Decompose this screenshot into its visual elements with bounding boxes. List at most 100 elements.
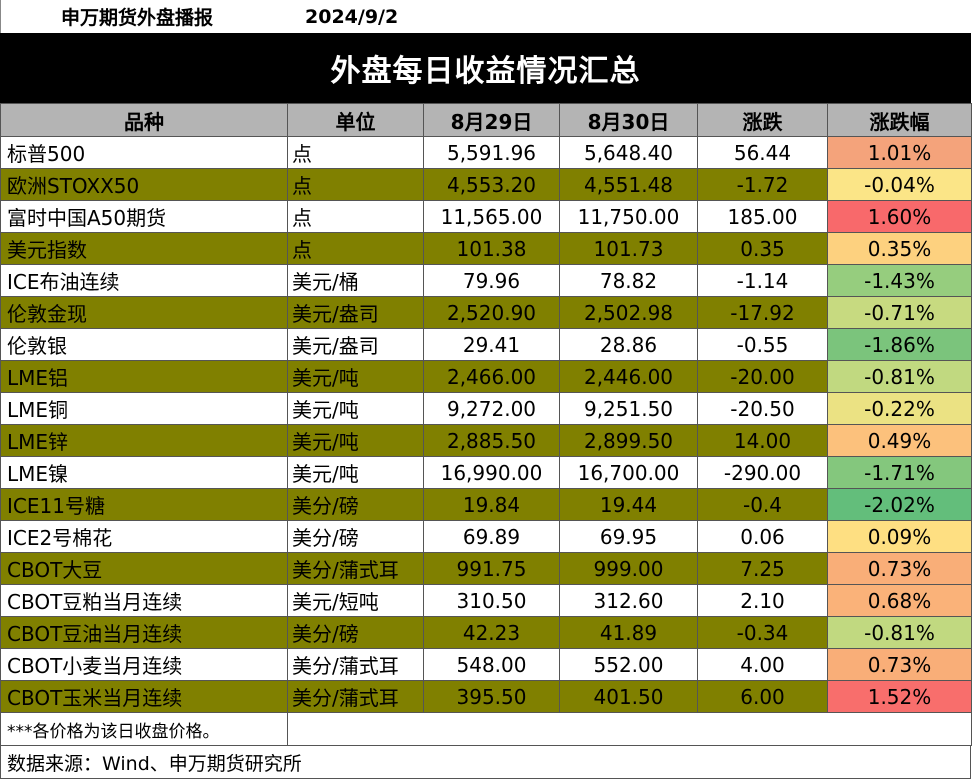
unit-cell: 点 — [287, 200, 424, 233]
table-row: CBOT豆油当月连续 美分/磅 42.23 41.89 -0.34 -0.81% — [0, 616, 972, 649]
price-aug30: 9,251.50 — [559, 392, 698, 425]
price-aug29: 101.38 — [423, 232, 560, 265]
price-aug30: 2,502.98 — [559, 296, 698, 329]
unit-cell: 美元/吨 — [287, 392, 424, 425]
pct-change-cell: 1.01% — [827, 136, 972, 169]
price-aug29: 2,885.50 — [423, 424, 560, 457]
pct-change-cell: -1.71% — [827, 456, 972, 489]
instrument-name: CBOT玉米当月连续 — [0, 680, 288, 713]
unit-cell: 美元/吨 — [287, 360, 424, 393]
instrument-name: LME锌 — [0, 424, 288, 457]
price-aug29: 29.41 — [423, 328, 560, 361]
data-source: 数据来源：Wind、申万期货研究所 — [0, 746, 971, 779]
unit-cell: 点 — [287, 136, 424, 169]
pct-change-cell: -0.81% — [827, 616, 972, 649]
instrument-name: ICE布油连续 — [0, 264, 288, 297]
price-aug30: 312.60 — [559, 584, 698, 617]
instrument-name: 美元指数 — [0, 232, 288, 265]
change-cell: -20.50 — [697, 392, 828, 425]
price-aug29: 42.23 — [423, 616, 560, 649]
pct-change-cell: 0.49% — [827, 424, 972, 457]
report-header: 申万期货外盘播报 2024/9/2 — [0, 0, 971, 33]
price-aug30: 552.00 — [559, 648, 698, 681]
table-row: ICE11号糖 美分/磅 19.84 19.44 -0.4 -2.02% — [0, 488, 972, 521]
price-aug29: 69.89 — [423, 520, 560, 553]
pct-change-cell: 0.09% — [827, 520, 972, 553]
table-row: 美元指数点 101.38 101.73 0.35 0.35% — [0, 232, 972, 265]
price-aug30: 11,750.00 — [559, 200, 698, 233]
pct-change-cell: 1.60% — [827, 200, 972, 233]
unit-cell: 美元/盎司 — [287, 328, 424, 361]
table-row: CBOT玉米当月连续 美分/蒲式耳 395.50 401.50 6.00 1.52% — [0, 680, 972, 713]
price-aug29: 2,520.90 — [423, 296, 560, 329]
change-cell: 185.00 — [697, 200, 828, 233]
change-cell: 56.44 — [697, 136, 828, 169]
pct-change-cell: -0.04% — [827, 168, 972, 201]
price-aug29: 9,272.00 — [423, 392, 560, 425]
unit-cell: 美分/蒲式耳 — [287, 680, 424, 713]
price-aug29: 548.00 — [423, 648, 560, 681]
table-row: LME镍 美元/吨 16,990.00 16,700.00 -290.00 -1.71% — [0, 456, 972, 489]
pct-change-cell: -0.71% — [827, 296, 972, 329]
unit-cell: 美分/磅 — [287, 520, 424, 553]
unit-cell: 美分/蒲式耳 — [287, 552, 424, 585]
price-aug30: 2,899.50 — [559, 424, 698, 457]
price-aug30: 19.44 — [559, 488, 698, 521]
pct-change-cell: -1.43% — [827, 264, 972, 297]
price-aug30: 101.73 — [559, 232, 698, 265]
change-cell: -0.55 — [697, 328, 828, 361]
change-cell: 0.35 — [697, 232, 828, 265]
change-cell: -20.00 — [697, 360, 828, 393]
unit-cell: 美分/磅 — [287, 616, 424, 649]
instrument-name: ICE11号糖 — [0, 488, 288, 521]
table-row: 欧洲STOXX50 点 4,553.20 4,551.48 -1.72 -0.04% — [0, 168, 972, 201]
instrument-name: CBOT小麦当月连续 — [0, 648, 288, 681]
col-header-date1: 8月29日 — [423, 103, 560, 137]
table-row: 标普500 点 5,591.96 5,648.40 56.44 1.01% — [0, 136, 972, 169]
instrument-name: LME铝 — [0, 360, 288, 393]
price-aug30: 28.86 — [559, 328, 698, 361]
report-date: 2024/9/2 — [305, 5, 399, 28]
change-cell: -0.4 — [697, 488, 828, 521]
price-aug29: 2,466.00 — [423, 360, 560, 393]
col-header-pct: 涨跌幅 — [827, 103, 972, 137]
change-cell: 0.06 — [697, 520, 828, 553]
instrument-name: 伦敦金现 — [0, 296, 288, 329]
unit-cell: 点 — [287, 232, 424, 265]
instrument-name: 富时中国A50期货 — [0, 200, 288, 233]
pct-change-cell: -2.02% — [827, 488, 972, 521]
table-row: CBOT豆粕当月连续 美元/短吨 310.50 312.60 2.10 0.68% — [0, 584, 972, 617]
table-row: LME铝 美元/吨 2,466.00 2,446.00 -20.00 -0.81% — [0, 360, 972, 393]
change-cell: -17.92 — [697, 296, 828, 329]
table-row: 富时中国A50期货点 11,565.00 11,750.00 185.00 1.60% — [0, 200, 972, 233]
pct-change-cell: -0.81% — [827, 360, 972, 393]
price-aug30: 69.95 — [559, 520, 698, 553]
table-row: LME锌 美元/吨 2,885.50 2,899.50 14.00 0.49% — [0, 424, 972, 457]
col-header-name: 品种 — [0, 103, 288, 137]
org-name: 申万期货外盘播报 — [61, 7, 214, 29]
unit-cell: 美元/吨 — [287, 456, 424, 489]
price-aug29: 79.96 — [423, 264, 560, 297]
instrument-name: 标普500 — [0, 136, 288, 169]
note-empty — [287, 712, 972, 746]
price-aug30: 41.89 — [559, 616, 698, 649]
change-cell: -1.14 — [697, 264, 828, 297]
table-row: 伦敦金现 美元/盎司 2,520.90 2,502.98 -17.92 -0.71% — [0, 296, 972, 329]
price-aug29: 5,591.96 — [423, 136, 560, 169]
price-aug30: 5,648.40 — [559, 136, 698, 169]
table-header-row: 品种 单位 8月29日 8月30日 涨跌 涨跌幅 — [0, 103, 972, 137]
change-cell: 6.00 — [697, 680, 828, 713]
price-aug29: 395.50 — [423, 680, 560, 713]
unit-cell: 美元/盎司 — [287, 296, 424, 329]
price-aug30: 999.00 — [559, 552, 698, 585]
change-cell: 14.00 — [697, 424, 828, 457]
pct-change-cell: 1.52% — [827, 680, 972, 713]
price-aug29: 19.84 — [423, 488, 560, 521]
table-row: 伦敦银 美元/盎司 29.41 28.86 -0.55 -1.86% — [0, 328, 972, 361]
unit-cell: 美元/短吨 — [287, 584, 424, 617]
pct-change-cell: 0.73% — [827, 648, 972, 681]
price-aug30: 4,551.48 — [559, 168, 698, 201]
table-row: ICE2号棉花 美分/磅 69.89 69.95 0.06 0.09% — [0, 520, 972, 553]
pct-change-cell: 0.73% — [827, 552, 972, 585]
col-header-change: 涨跌 — [697, 103, 828, 137]
